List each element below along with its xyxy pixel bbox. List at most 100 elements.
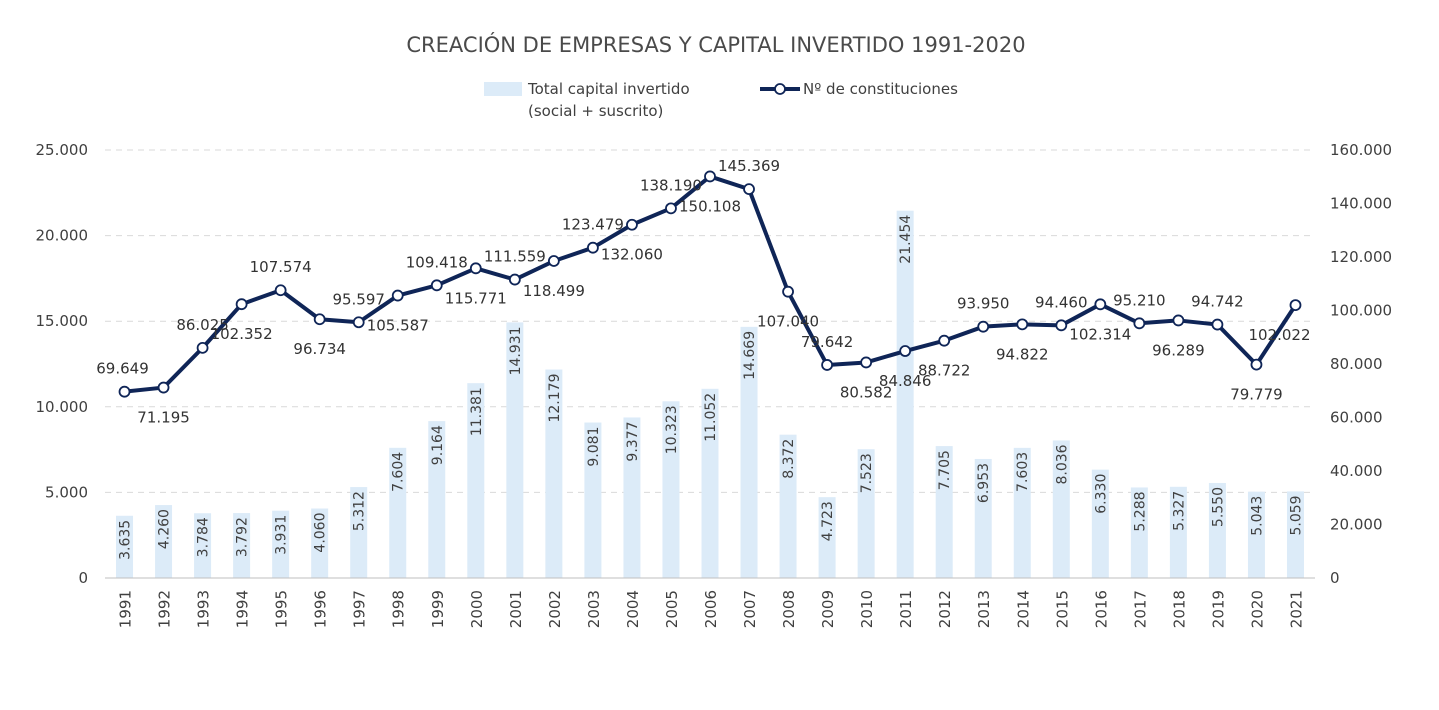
line-point [626,218,638,231]
x-axis-tick-label: 1991 [117,590,135,628]
x-axis-tick-label: 2020 [1248,590,1266,628]
line-point [157,381,170,394]
bar [1013,447,1031,578]
bar [740,326,758,578]
line-value-label: 96.734 [293,340,346,358]
bar-value-label: 6.953 [976,463,992,503]
line-point [587,241,599,254]
bar [272,510,290,578]
line-value-label: 69.649 [96,360,149,378]
bar-value-label: 10.323 [664,405,680,454]
left-axis-tick-label: 10.000 [36,398,89,416]
x-axis-tick-label: 2000 [468,590,486,628]
line-point [1133,317,1146,330]
bar [506,322,524,578]
bar-value-label: 5.550 [1210,487,1226,527]
line-point [235,298,248,311]
x-axis-tick-label: 2016 [1092,590,1110,628]
line-point [118,385,131,398]
x-axis-tick-label: 2007 [741,590,759,628]
right-axis-tick-label: 140.000 [1330,195,1392,213]
line-point [821,359,833,371]
x-axis-tick-label: 2017 [1131,590,1149,628]
bar [545,369,563,578]
x-axis-tick-label: 2013 [975,590,993,628]
line-value-label: 102.352 [211,325,273,343]
right-axis-tick-label: 0 [1330,569,1340,587]
bar-value-label: 5.059 [1288,495,1304,535]
line-point [665,202,677,215]
line-value-label: 95.210 [1113,291,1166,309]
bar [701,388,719,578]
x-axis-tick-label: 1995 [273,590,291,628]
bar-value-label: 7.604 [391,452,407,492]
line-point [547,255,560,267]
x-axis-tick-label: 1993 [195,590,213,628]
legend-label-capital-line1: Total capital invertido [527,80,690,98]
line-points [118,170,1302,398]
line-value-label: 84.846 [879,372,932,390]
bar [350,487,368,578]
bar-value-label: 9.081 [586,427,602,467]
x-axis: 1991 1992 1993 1994 1995 1996 1997 1998 1999 2000… [117,590,1306,628]
left-axis-tick-label: 0 [78,569,88,587]
line-point [430,279,443,292]
left-axis-tick-label: 5.000 [45,483,88,501]
bar [857,449,875,578]
bar-value-label: 14.669 [742,331,758,380]
x-axis-tick-label: 2018 [1170,590,1188,628]
bar-value-label: 5.312 [352,491,368,531]
line-point [1094,298,1107,311]
bar [1091,469,1109,578]
bar [194,513,212,578]
bar [389,447,407,578]
x-axis-tick-label: 1999 [429,590,447,628]
line-point [391,289,404,302]
bar [1208,482,1226,578]
x-axis-tick-label: 2010 [858,590,876,628]
x-axis-tick-label: 2006 [702,590,720,628]
line-value-label: 118.499 [523,282,585,300]
bar-value-label: 11.381 [469,387,485,436]
bar-value-label: 12.179 [547,373,563,422]
x-axis-tick-label: 1998 [390,590,408,628]
line-value-label: 94.742 [1191,293,1244,311]
bar-labels: 3.635 4.260 3.784 3.792 3.931 4.060 5.312 7.604… [118,215,1305,560]
bar [311,508,329,578]
bar [623,417,641,578]
left-axis-tick-label: 25.000 [36,141,89,159]
line-point [313,313,326,326]
bar-value-label: 9.377 [625,421,641,461]
line-value-label: 109.418 [406,253,468,271]
line-value-label: 115.771 [445,289,507,307]
bar [467,383,485,578]
bar-series [116,210,1304,578]
right-axis-tick-label: 100.000 [1330,302,1392,320]
x-axis-tick-label: 2015 [1053,590,1071,628]
left-axis-tick-label: 20.000 [36,227,89,245]
right-axis-tick-label: 160.000 [1330,141,1392,159]
line-point [1211,318,1224,331]
x-axis-tick-label: 2005 [663,590,681,628]
line-point [743,183,755,196]
line-value-label: 132.060 [601,246,663,264]
bar [974,458,992,578]
line-point [1289,299,1302,311]
line-value-label: 88.722 [918,362,971,380]
line-value-label: 79.642 [801,333,854,351]
bar [779,434,797,578]
line-value-label: 79.779 [1230,386,1283,404]
bar-value-label: 3.792 [235,517,251,557]
bar-value-label: 5.043 [1249,496,1265,536]
bar [116,515,134,578]
bar [1286,491,1304,578]
line-point [977,320,990,333]
bar-value-label: 14.931 [508,326,524,375]
line-value-label: 80.582 [840,383,893,401]
x-axis-tick-label: 1994 [234,590,252,628]
line-point [1055,319,1068,332]
line-value-label: 96.289 [1152,341,1205,359]
bar [428,421,446,578]
bar [1130,487,1148,578]
bar [1052,440,1070,578]
